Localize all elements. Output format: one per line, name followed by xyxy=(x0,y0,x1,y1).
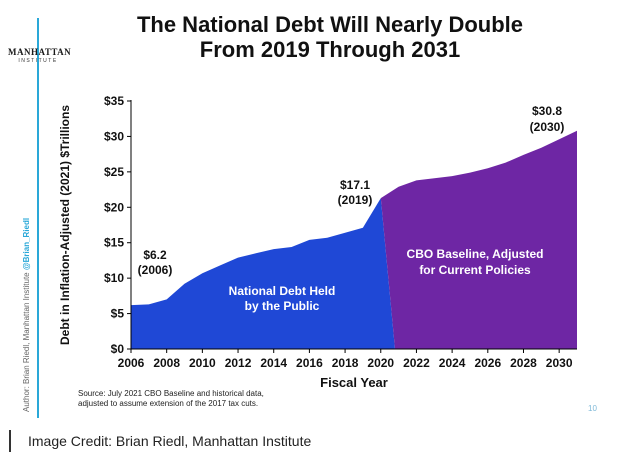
annotation-2030-value: $30.8 xyxy=(532,104,562,118)
accent-divider xyxy=(37,18,39,418)
x-tick-label: 2010 xyxy=(189,356,216,370)
y-tick-label: $5 xyxy=(111,307,125,321)
manhattan-institute-logo: MANHATTAN INSTITUTE xyxy=(8,47,72,64)
title-line-2: From 2019 Through 2031 xyxy=(199,37,461,62)
annotation-2019-value: $17.1 xyxy=(340,178,370,192)
x-tick-label: 2006 xyxy=(118,356,145,370)
x-tick-label: 2026 xyxy=(474,356,501,370)
debt-chart: $0 $5 $10 $15 $20 $25 $30 $35 2006 2008 2010 2012 20… xyxy=(58,94,577,390)
y-tick-label: $0 xyxy=(111,342,125,356)
logo-name: MANHATTAN xyxy=(8,47,72,57)
y-tick-label: $20 xyxy=(104,200,124,214)
caption-bar xyxy=(9,430,11,452)
y-tick-label: $30 xyxy=(104,129,124,143)
area-series-2 xyxy=(380,130,577,349)
annotation-2006-value: $6.2 xyxy=(143,248,167,262)
image-credit: Image Credit: Brian Riedl, Manhattan Ins… xyxy=(28,433,312,449)
x-tick-label: 2030 xyxy=(546,356,573,370)
x-tick-label: 2022 xyxy=(403,356,430,370)
region-label-public-line1: National Debt Held xyxy=(229,284,336,298)
logo-subtitle: INSTITUTE xyxy=(18,58,58,64)
x-tick-label: 2014 xyxy=(260,356,287,370)
x-tick-label: 2020 xyxy=(367,356,394,370)
x-tick-label: 2016 xyxy=(296,356,323,370)
x-axis-title: Fiscal Year xyxy=(320,375,388,390)
y-tick-label: $15 xyxy=(104,236,124,250)
chart-title: The National Debt Will Nearly Double Fro… xyxy=(110,12,550,62)
annotation-2030-year: (2030) xyxy=(530,120,565,134)
x-tick-label: 2008 xyxy=(153,356,180,370)
x-tick-label: 2018 xyxy=(332,356,359,370)
x-tick-label: 2028 xyxy=(510,356,537,370)
annotation-2019-year: (2019) xyxy=(338,193,373,207)
title-line-1: The National Debt Will Nearly Double xyxy=(136,12,524,37)
y-tick-label: $35 xyxy=(104,94,124,108)
page-number: 10 xyxy=(588,404,597,413)
x-tick-label: 2024 xyxy=(439,356,466,370)
y-tick-label: $25 xyxy=(104,165,124,179)
y-tick-label: $10 xyxy=(104,271,124,285)
region-label-public-line2: by the Public xyxy=(245,299,320,313)
annotation-2006-year: (2006) xyxy=(138,263,173,277)
area-series-1 xyxy=(131,198,395,349)
region-label-cbo-line1: CBO Baseline, Adjusted xyxy=(407,247,544,261)
x-tick-label: 2012 xyxy=(225,356,252,370)
source-note: Source: July 2021 CBO Baseline and histo… xyxy=(78,389,264,408)
region-label-cbo-line2: for Current Policies xyxy=(419,263,531,277)
y-axis-title: Debt in Inflation-Adjusted (2021) $Trill… xyxy=(58,105,72,345)
